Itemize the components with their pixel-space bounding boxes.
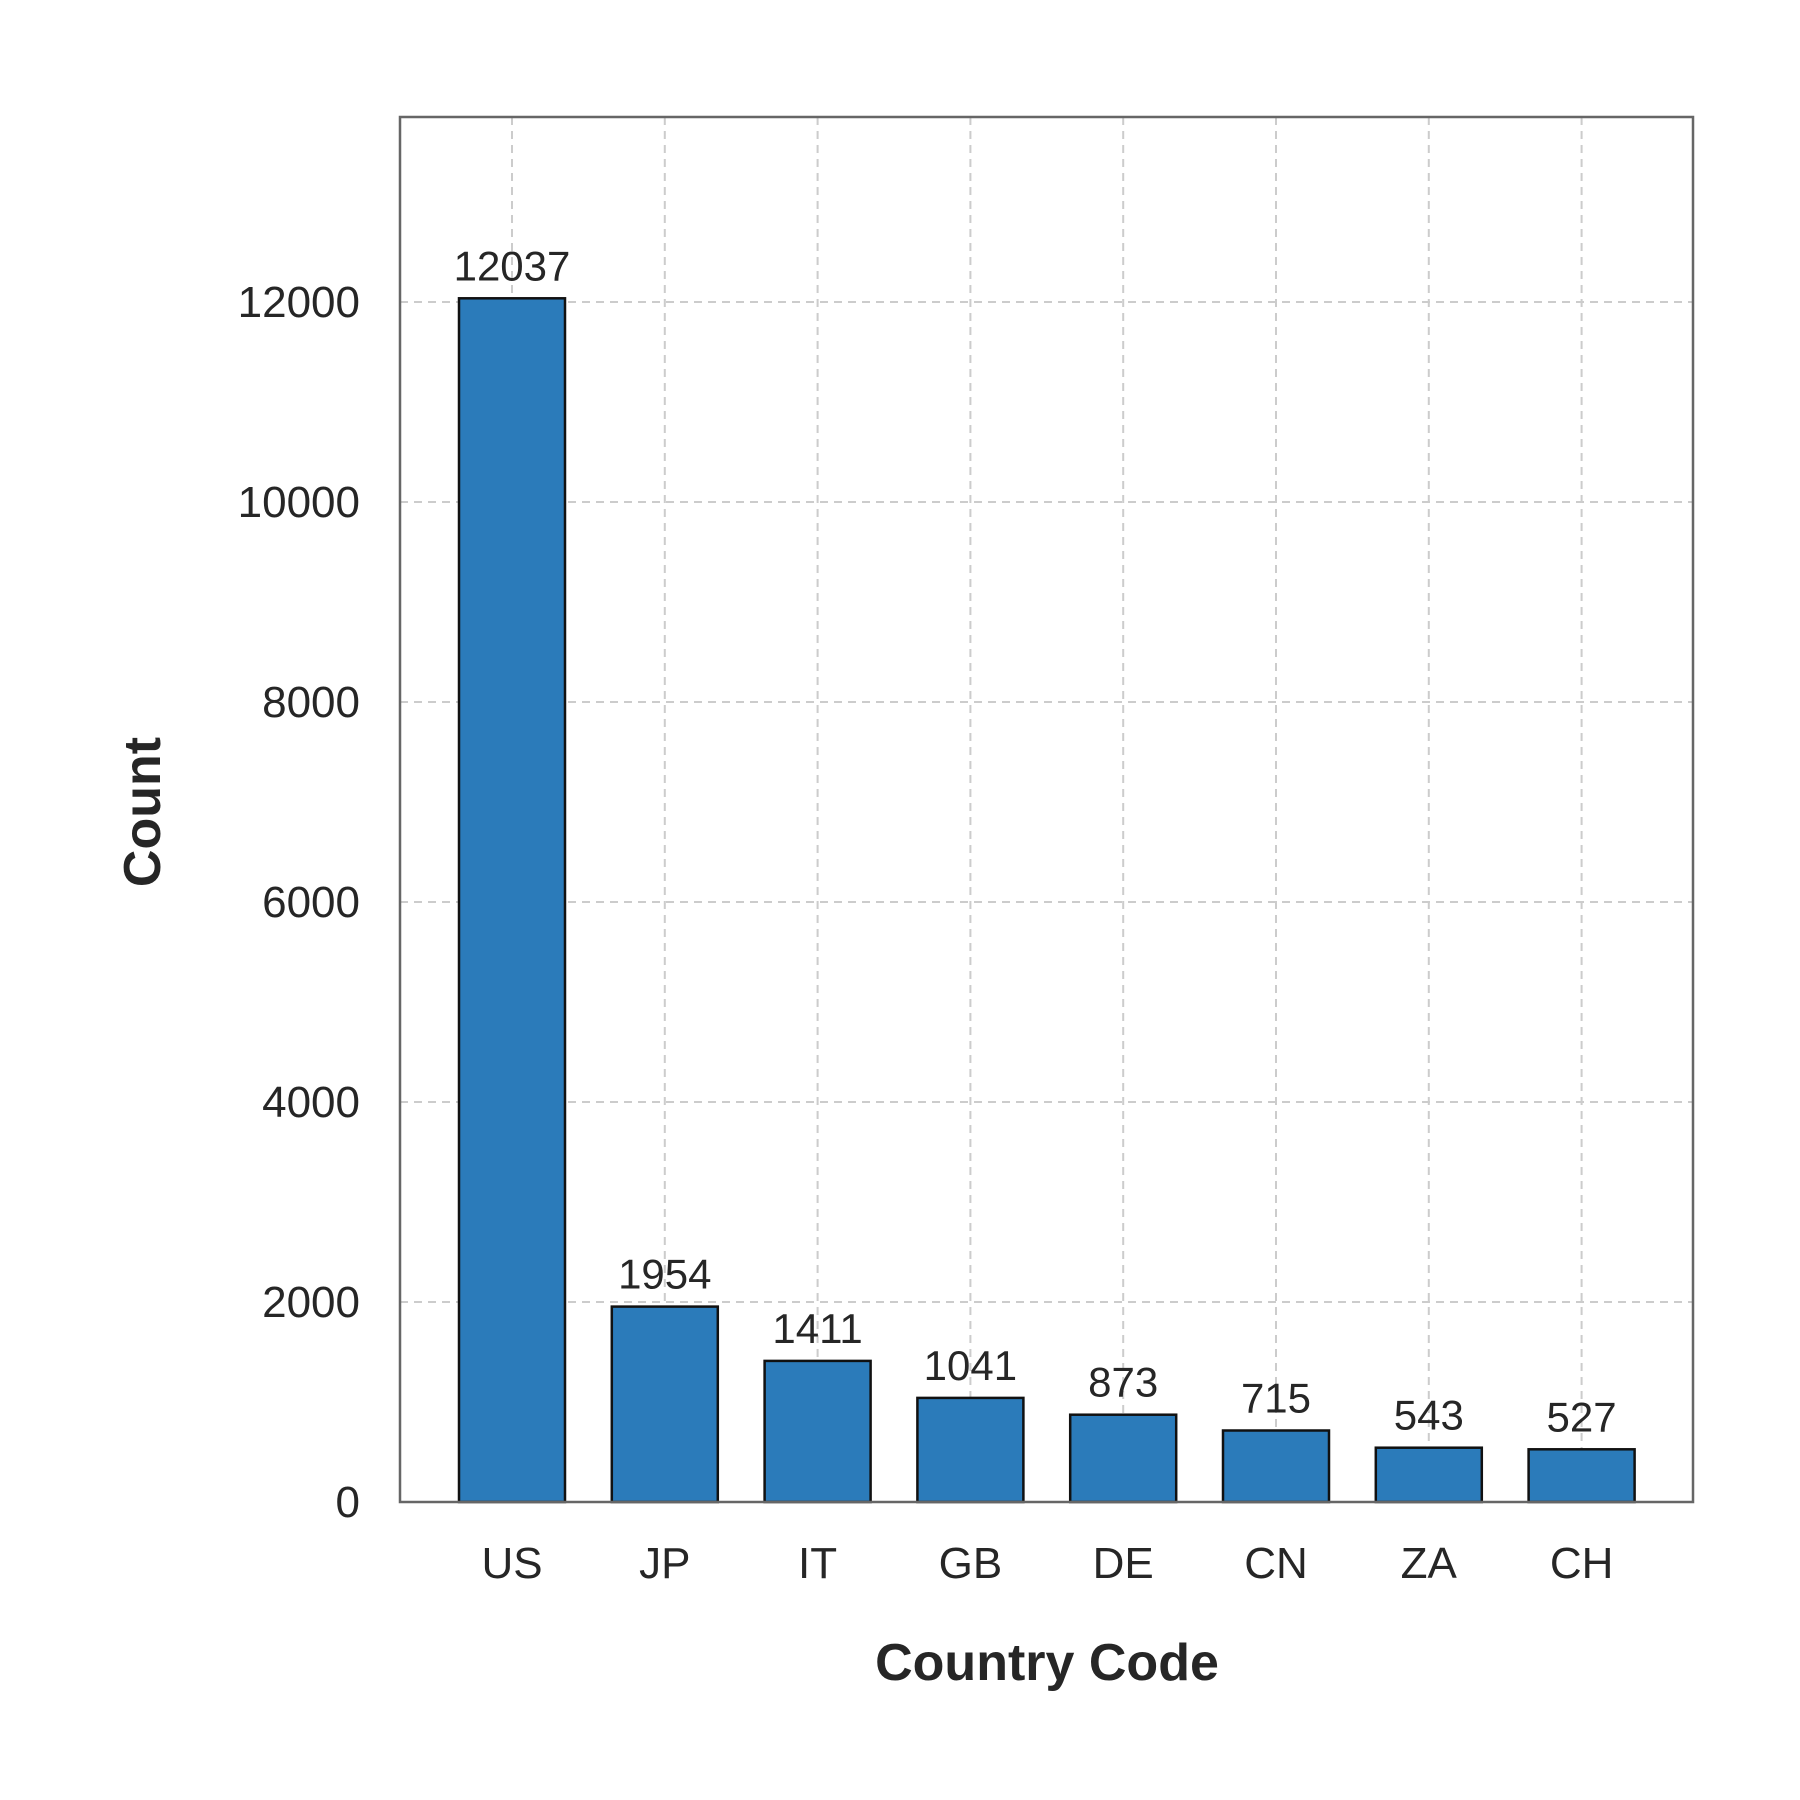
- x-axis-title: Country Code: [875, 1634, 1219, 1692]
- data-label: 1041: [924, 1342, 1017, 1389]
- x-tick-label: CH: [1550, 1539, 1614, 1588]
- bar-za: [1374, 1446, 1484, 1504]
- x-tick-label: GB: [939, 1539, 1003, 1588]
- data-label: 873: [1088, 1359, 1158, 1406]
- y-axis-title: Count: [114, 737, 172, 887]
- bar-jp: [610, 1305, 720, 1504]
- y-tick-label: 12000: [238, 278, 360, 327]
- bar-it: [763, 1359, 872, 1504]
- y-tick-label: 10000: [238, 478, 360, 527]
- plot-frame: [398, 115, 1695, 1504]
- x-tick-label: CN: [1244, 1539, 1308, 1588]
- data-label: 543: [1394, 1392, 1464, 1439]
- y-tick-label: 8000: [262, 678, 360, 727]
- x-tick-label: DE: [1093, 1539, 1154, 1588]
- x-tick-label: ZA: [1401, 1539, 1458, 1588]
- y-tick-label: 0: [336, 1478, 360, 1527]
- bar-de: [1068, 1413, 1178, 1504]
- data-label: 1411: [772, 1305, 862, 1352]
- x-tick-label: JP: [639, 1539, 690, 1588]
- grid-layer: [400, 117, 1693, 1502]
- bars-layer: [457, 297, 1636, 1504]
- x-tick-label: US: [481, 1539, 542, 1588]
- labels-layer: 0 2000 4000 6000 8000 10000 12000 12037 US 1954 JP…: [238, 242, 1617, 1588]
- bar-cn: [1221, 1429, 1331, 1504]
- y-tick-label: 2000: [262, 1278, 360, 1327]
- data-label: 527: [1547, 1393, 1617, 1440]
- bar-gb: [916, 1396, 1025, 1504]
- data-label: 12037: [454, 242, 571, 289]
- y-tick-label: 4000: [262, 1078, 360, 1127]
- bar-us: [457, 297, 567, 1504]
- bar-ch: [1527, 1448, 1636, 1504]
- y-tick-label: 6000: [262, 878, 360, 927]
- data-label: 1954: [618, 1251, 711, 1298]
- x-tick-label: IT: [798, 1539, 837, 1588]
- data-label: 715: [1241, 1375, 1311, 1422]
